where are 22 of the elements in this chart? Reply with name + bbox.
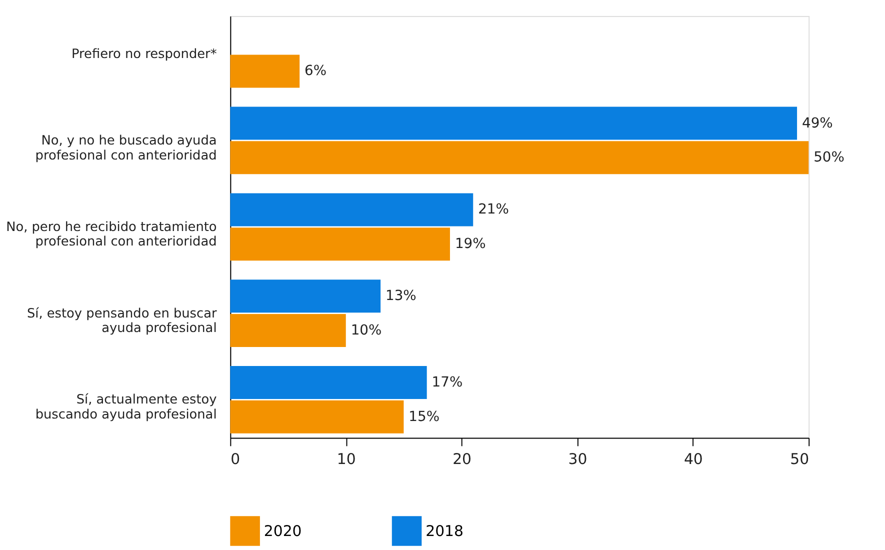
x-tick-label: 10 [336,450,356,468]
data-label: 6% [304,63,327,80]
data-label: 19% [454,236,486,252]
x-tick-label: 30 [568,450,588,468]
y-tick-label: Prefiero no responder* [71,47,218,62]
x-tick-label: 50 [790,450,810,468]
data-label: 17% [432,374,463,390]
legend-label: 2018 [426,522,464,540]
y-tick-label: Sí, estoy pensando en buscar ayuda profesional [26,306,218,336]
data-label: 13% [386,288,416,304]
x-tick-label: 0 [230,450,240,468]
legend-label: 2020 [264,522,302,540]
data-label: 50% [814,150,844,166]
data-label: 49% [802,115,833,132]
y-tick-label: No, y no he buscado ayuda profesional con anterioridad [35,133,217,164]
data-label: 15% [408,408,440,425]
y-tick-label: Sí, actualmente estoy buscando ayuda profesional [35,392,218,423]
data-label: 21% [478,202,509,218]
x-tick-label: 20 [452,450,472,468]
y-tick-label: No, pero he recibido tratamiento profesional con anterioridad [6,220,217,250]
x-tick-label: 40 [684,450,703,468]
data-label: 10% [350,322,382,338]
